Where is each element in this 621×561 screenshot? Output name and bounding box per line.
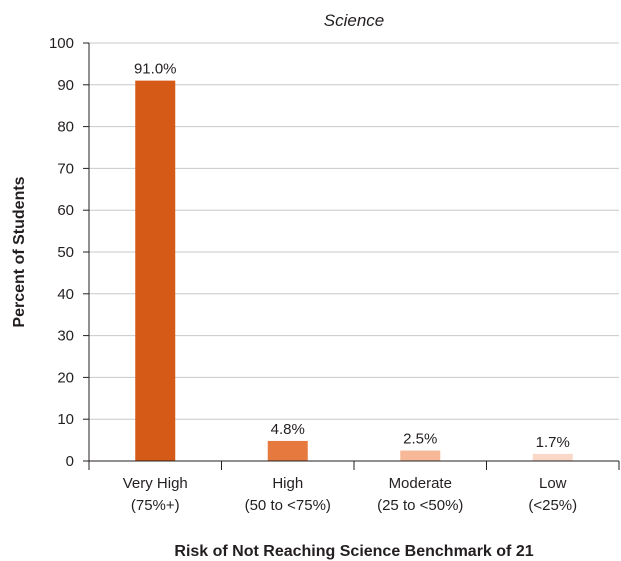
y-tick-label: 30 bbox=[57, 328, 74, 345]
gridlines bbox=[89, 42, 619, 420]
bar bbox=[135, 80, 176, 462]
x-tick-label: Very High bbox=[123, 475, 188, 492]
y-tick-label: 90 bbox=[57, 77, 74, 94]
y-tick-label: 100 bbox=[49, 35, 74, 52]
y-tick-label: 60 bbox=[57, 202, 74, 219]
data-label: 4.8% bbox=[271, 421, 305, 438]
y-tick-label: 80 bbox=[57, 119, 74, 136]
bars bbox=[135, 80, 573, 462]
x-tick-sublabel: (<25%) bbox=[528, 497, 577, 514]
y-axis-title: Percent of Students bbox=[11, 176, 28, 327]
x-tick-sublabel: (50 to <75%) bbox=[245, 497, 331, 514]
chart-title: Science bbox=[324, 11, 384, 30]
y-tick-label: 40 bbox=[57, 286, 74, 303]
y-tick-label: 0 bbox=[66, 453, 74, 470]
y-tick-label: 20 bbox=[57, 369, 74, 386]
x-tick-label: High bbox=[272, 475, 303, 492]
data-label: 91.0% bbox=[134, 61, 177, 78]
data-label: 2.5% bbox=[403, 431, 437, 448]
x-tick-sublabel: (75%+) bbox=[131, 497, 180, 514]
x-tick-label: Moderate bbox=[389, 475, 452, 492]
data-label: 1.7% bbox=[536, 434, 570, 451]
bar bbox=[400, 450, 441, 461]
y-tick-label: 70 bbox=[57, 160, 74, 177]
bar bbox=[532, 453, 573, 461]
labels: 0 10 20 30 40 50 60 70 80 90 100 91.0% Very High (75%… bbox=[49, 35, 577, 514]
x-tick-sublabel: (25 to <50%) bbox=[377, 497, 463, 514]
y-tick-label: 50 bbox=[57, 244, 74, 261]
x-tick-label: Low bbox=[539, 475, 567, 492]
bar bbox=[267, 440, 308, 461]
axes bbox=[83, 42, 620, 470]
x-axis-title: Risk of Not Reaching Science Benchmark o… bbox=[174, 543, 533, 560]
y-tick-label: 10 bbox=[57, 411, 74, 428]
